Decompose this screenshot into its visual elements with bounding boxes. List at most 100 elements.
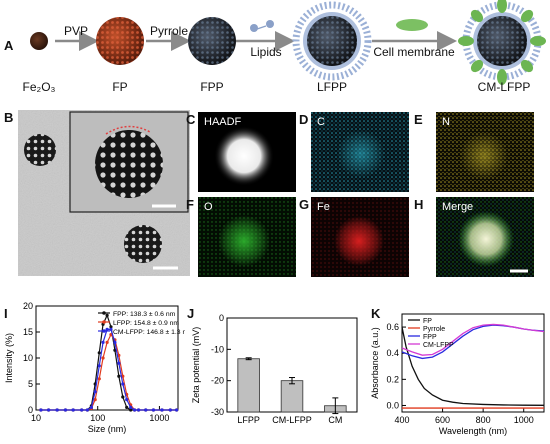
series-line	[40, 328, 177, 411]
panel-label-e: E	[414, 112, 423, 127]
panel-label-g: G	[299, 197, 310, 212]
tem-image	[18, 110, 190, 276]
y-tick-label: 5	[28, 379, 33, 389]
data-point	[80, 408, 84, 412]
x-tick-label: 1000	[149, 413, 169, 423]
arrow-label-lipids: Lipids	[250, 45, 282, 59]
data-point	[125, 405, 129, 409]
series-line	[40, 333, 177, 411]
y-tick-label: -10	[211, 344, 224, 354]
data-point	[121, 395, 125, 399]
iron-label: Fe	[317, 201, 330, 213]
zeta-chart: 0 -10 -20 -30 Zeta potential (mV) LFPP CM-LFPP…	[191, 313, 358, 425]
arrow-label-pvp: PVP	[63, 24, 88, 38]
panel-label-d: D	[299, 112, 309, 127]
data-point	[55, 408, 59, 412]
data-point	[129, 405, 133, 409]
carbon-label: C	[317, 116, 325, 128]
data-point	[71, 408, 75, 412]
synthesis-scheme	[30, 0, 546, 85]
legend-label: FP	[423, 318, 432, 325]
data-point	[63, 408, 68, 412]
y-tick-label: 0.0	[386, 400, 399, 410]
membrane-highlight	[105, 125, 151, 135]
plot-frame	[401, 313, 545, 413]
legend-label: FPP: 138.3 ± 0.6 nm	[113, 311, 176, 318]
legend-marker	[102, 320, 106, 324]
y-tick-label: 10	[23, 353, 33, 363]
panel-label-f: F	[186, 197, 194, 212]
lfpp-particle	[292, 1, 372, 81]
label-fpp: FPP	[200, 80, 224, 94]
fe2o3-particle	[30, 32, 48, 50]
data-point	[109, 325, 113, 329]
x-tick-label: CM	[328, 415, 342, 425]
x-axis-label: Size (nm)	[88, 424, 127, 434]
merge-map: Merge	[436, 197, 534, 277]
bar	[280, 380, 304, 413]
y-tick-label: 20	[23, 301, 33, 311]
y-tick-label: 0.2	[386, 374, 399, 384]
data-point	[93, 390, 97, 394]
nanoparticle-bottom	[124, 225, 162, 263]
nitrogen-label: N	[442, 116, 450, 128]
x-tick-label: 600	[435, 415, 450, 425]
x-tick-label: LFPP	[237, 415, 260, 425]
y-tick-label: 0.6	[386, 322, 399, 332]
legend-label: FPP	[423, 334, 437, 341]
legend-label: LFPP: 154.8 ± 0.9 nm	[113, 320, 179, 327]
x-tick-label: 800	[476, 415, 491, 425]
panel-label-i: I	[4, 306, 8, 321]
y-axis-label: Zeta potential (mV)	[191, 327, 201, 404]
arrow-label-cell-membrane: Cell membrane	[373, 45, 455, 59]
data-point	[105, 340, 109, 344]
panel-label-k: K	[371, 306, 381, 321]
panel-label-a: A	[4, 38, 14, 53]
haadf-map: HAADF	[198, 112, 296, 192]
y-tick-label: -20	[211, 376, 224, 386]
x-axis-label: Wavelength (nm)	[439, 426, 507, 436]
data-point	[160, 408, 164, 412]
series-line	[401, 326, 545, 406]
data-point	[97, 377, 101, 381]
data-point	[93, 398, 97, 402]
x-tick-label: CM-LFPP	[272, 415, 312, 425]
data-point	[168, 408, 172, 412]
y-axis-label: Absorbance (a.u.)	[370, 327, 380, 399]
cm-lfpp-particle	[458, 0, 546, 85]
data-point	[132, 408, 137, 412]
label-fe2o3: Fe₂O₃	[22, 80, 56, 94]
y-tick-label: 15	[23, 327, 33, 337]
oxygen-map: O	[198, 197, 296, 277]
y-tick-label: 0.4	[386, 348, 399, 358]
bar	[237, 358, 260, 413]
data-point	[121, 382, 125, 386]
y-axis-label: Intensity (%)	[4, 333, 14, 383]
panel-label-h: H	[414, 197, 424, 212]
y-tick-label: 0	[28, 405, 33, 415]
data-point	[97, 351, 101, 355]
legend-label: Pyrrole	[423, 326, 445, 333]
data-point	[46, 408, 51, 412]
carbon-map: C	[311, 112, 409, 192]
y-tick-label: 0	[219, 313, 224, 323]
legend-label: CM-LFPP	[423, 342, 454, 349]
x-tick-label: 100	[90, 413, 105, 423]
label-fp: FP	[112, 80, 128, 94]
lipid-icon	[250, 20, 274, 32]
data-point	[144, 408, 148, 412]
x-tick-label: 400	[394, 415, 409, 425]
data-point	[113, 340, 117, 344]
panel-label-b: B	[4, 110, 14, 125]
merge-label: Merge	[442, 201, 474, 213]
tem-inset	[69, 111, 189, 213]
data-point	[39, 408, 43, 412]
nitrogen-map: N	[436, 112, 534, 192]
data-point	[101, 340, 105, 344]
dls-chart: 10 100 1000 0 5 10 15 20 Size (nm) Intensity (%) F…	[4, 301, 185, 434]
data-point	[109, 327, 113, 331]
data-point	[105, 313, 109, 317]
data-point	[117, 361, 121, 365]
data-point	[85, 408, 89, 412]
data-point	[117, 374, 121, 378]
